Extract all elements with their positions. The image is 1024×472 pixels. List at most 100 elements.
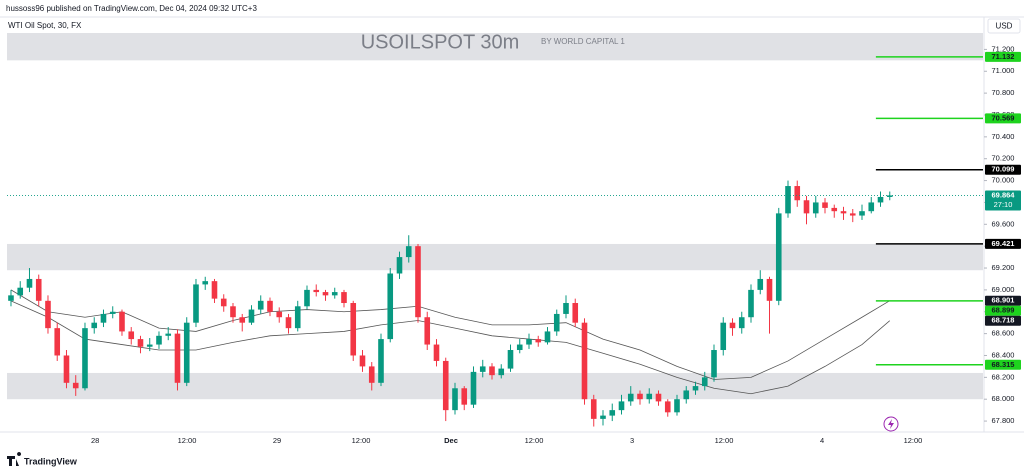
candle-body [128,331,135,340]
candle-body [285,317,292,329]
price-tag [985,113,1021,124]
x-tick-label: 4 [820,436,824,445]
candle-body [26,278,33,288]
y-tick-label: 70.000 [992,176,1015,185]
candle-body [877,196,884,203]
candle-body [600,415,606,419]
y-tick-label: 70.200 [992,154,1015,163]
candle-body [350,303,357,356]
x-tick-label: Dec [444,436,458,445]
candle-body [868,202,875,212]
price-tag [985,295,1021,306]
candle-body [322,292,329,296]
candle-body [655,393,662,402]
countdown: 27:10 [994,200,1013,209]
candle-body [581,322,588,400]
price-tag-label: 71.132 [992,52,1015,61]
candle-body [507,350,514,369]
watermark-sub: BY WORLD CAPITAL 1 [541,37,625,46]
candle-body [276,311,283,318]
candle-body [785,186,791,214]
candle-body [775,213,782,301]
candle-body [359,355,366,367]
y-tick-label: 70.400 [992,132,1015,141]
candle-body [748,289,754,318]
price-tag-label: 69.421 [992,239,1015,248]
candle-body [156,335,162,345]
y-tick-label: 71.200 [992,44,1015,53]
x-tick-label: 12:00 [715,436,734,445]
candle-body [840,211,847,214]
candle-body [729,322,736,329]
price-tag-label: 69.864 [992,190,1016,199]
y-tick-label: 68.000 [992,394,1015,403]
publish-info: hussoss96 published on TradingView.com, … [6,4,257,13]
candle-body [313,289,320,293]
candle-body [257,300,264,310]
x-tick-label: 12:00 [352,436,371,445]
candle-body [701,377,708,387]
candle-body [267,300,273,312]
candle-body [45,300,51,329]
price-tag [985,305,1021,316]
x-tick-label: 12:00 [525,436,544,445]
candle-body [63,355,70,383]
zone [7,33,983,61]
candle-body [757,278,764,290]
moving-average [10,300,891,395]
candle-body [479,366,486,372]
candle-body [553,313,560,332]
y-tick-label: 69.000 [992,285,1015,294]
moving-average [10,289,890,380]
x-tick-label: 12:00 [904,436,923,445]
candle-body [341,292,347,304]
brand: TradingView [24,456,78,466]
price-tag-label: 70.569 [992,113,1015,122]
candle-body [137,339,144,347]
candle-body [211,281,218,299]
candle-body [54,328,61,356]
y-tick-label: 69.600 [992,219,1015,228]
price-tag [985,190,1021,211]
price-tag [985,238,1021,249]
y-tick-label: 68.400 [992,350,1015,359]
price-tag-label: 68.901 [992,296,1015,305]
y-tick-label: 67.800 [992,416,1015,425]
candle-body [886,195,893,197]
candle-body [202,281,209,285]
y-tick-label: 69.200 [992,263,1015,272]
candle-body [424,317,431,345]
zones [7,33,983,400]
candle-body [17,287,24,296]
price-tag-label: 70.099 [992,165,1015,174]
candle-body [82,328,88,389]
candle-body [674,399,680,413]
candle-body [627,393,634,402]
y-tick-label: 68.600 [992,329,1015,338]
candle-body [526,339,532,345]
candle-body [368,366,375,383]
candle-body [590,399,597,419]
candle-body [822,202,828,208]
candle-body [304,289,310,307]
currency: USD [996,22,1013,31]
candle-body [331,292,338,296]
candle-body [609,410,616,416]
candle-body [544,331,551,343]
price-tag [985,315,1021,326]
candle-body [220,298,227,307]
candle-body [859,211,865,216]
candle-body [720,322,727,351]
zone [7,372,983,400]
price-tag [985,359,1021,370]
candle-body [174,333,181,383]
candle-body [193,284,199,323]
candle-body [396,257,403,274]
candle-body [452,388,458,411]
candle-body [119,311,125,332]
candle-body [683,390,690,400]
candle-body [239,317,246,323]
price-tag [985,164,1021,175]
